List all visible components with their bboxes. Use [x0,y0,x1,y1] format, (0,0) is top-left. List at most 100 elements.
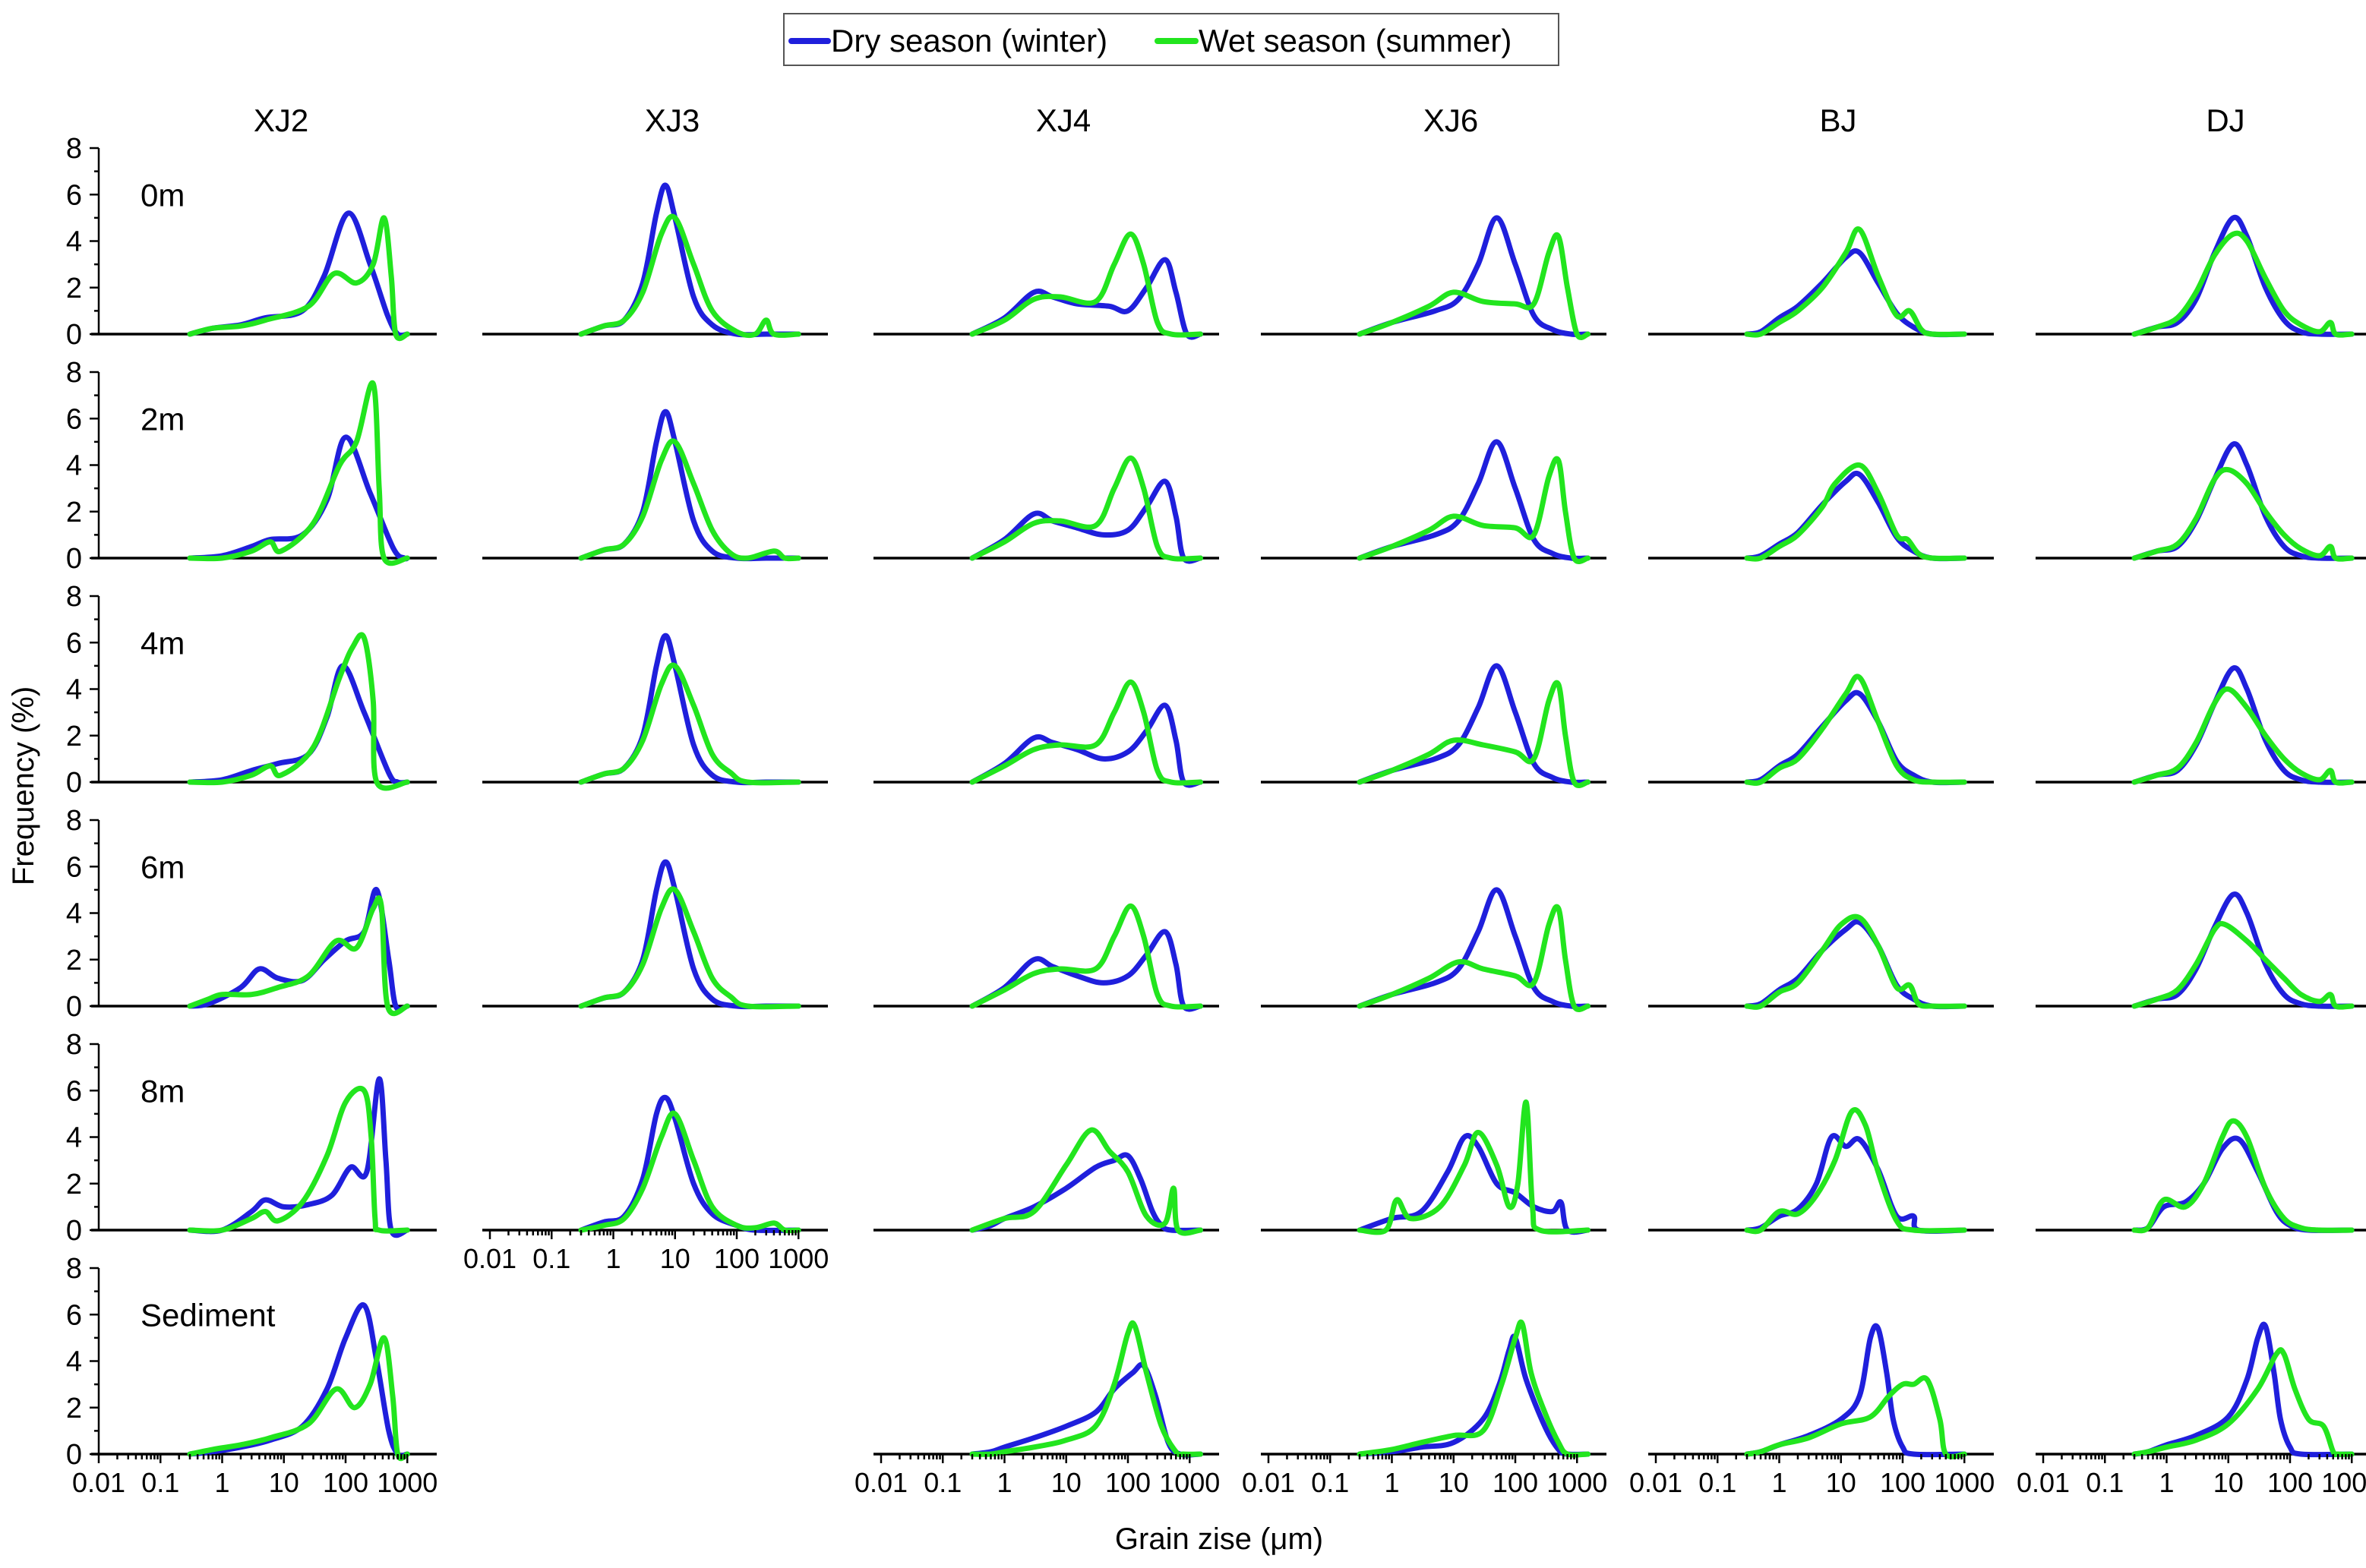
panel [873,679,1219,788]
panel [1261,439,1606,564]
dry-season-line [969,478,1203,564]
panel [1648,1107,1994,1235]
y-tick-label: 8 [66,1253,82,1285]
x-tick-label: 0.01 [72,1467,125,1498]
y-axis: 0 2 4 6 8 8m [66,1029,185,1247]
column-title: DJ [2206,103,2244,138]
x-tick-label: 1000 [768,1243,829,1274]
wet-season-line [2131,230,2355,338]
panel [1648,913,1994,1010]
y-tick-label: 8 [66,581,82,613]
panel [91,632,437,791]
panel [91,380,437,566]
legend-dry-label: Dry season (winter) [831,23,1107,58]
panel [1261,663,1606,788]
y-axis: 0 2 4 6 8 2m [66,357,185,575]
y-tick-label: 2 [66,1169,82,1200]
x-axis-title: Grain zise (μm) [1115,1522,1323,1556]
column-titles: XJ2 XJ3 XJ4 XJ6 BJ DJ [254,103,2245,138]
panel [1261,1099,1606,1235]
panel [2036,214,2366,338]
wet-season-line [1357,456,1590,564]
wet-season-line [1744,226,1967,338]
row-label: 8m [141,1074,185,1109]
y-tick-label: 6 [66,403,82,435]
x-tick-label: 0.01 [2017,1467,2070,1498]
x-axis: 0.01 0.1 1 10 100 1000 [1242,1454,1607,1498]
y-tick-label: 6 [66,851,82,883]
panel [2036,891,2366,1010]
dry-season-line [578,1094,801,1233]
x-tick-label: 100 [323,1467,368,1498]
dry-season-line [2131,441,2355,561]
wet-season-line [2131,1347,2355,1458]
wet-season-line [2131,686,2355,786]
column-title: BJ [1819,103,1856,138]
row-label: Sediment [141,1298,276,1333]
x-tick-label: 100 [714,1243,760,1274]
y-tick-label: 4 [66,674,82,706]
y-axis: 0 2 4 6 8 4m [66,581,185,799]
legend-wet-label: Wet season (summer) [1199,23,1512,58]
wet-season-line [187,1085,410,1234]
legend: Dry season (winter) Wet season (summer) [783,13,1559,66]
y-tick-label: 0 [66,319,82,351]
wet-season-line [1744,1375,1967,1459]
panel [91,210,437,342]
y-tick-label: 4 [66,226,82,258]
x-tick-label: 0.01 [1242,1467,1295,1498]
x-tick-label: 1 [1384,1467,1399,1498]
wet-season-line [1744,913,1967,1010]
dry-season-line [578,859,801,1010]
x-tick-label: 10 [1826,1467,1856,1498]
panel [1648,674,1994,786]
y-tick-label: 8 [66,1029,82,1061]
x-tick-label: 1000 [1546,1467,1607,1498]
dry-season-line [2131,1321,2355,1458]
row-label: 4m [141,626,185,661]
wet-season-line [969,231,1203,338]
y-tick-label: 6 [66,1299,82,1331]
wet-season-line [969,903,1203,1010]
dry-season-line [969,257,1203,340]
dry-season-line [1744,1133,1967,1234]
x-tick-label: 10 [2213,1467,2244,1498]
column-title: XJ6 [1423,103,1478,138]
dry-season-line [2131,1135,2355,1233]
x-tick-label: 1000 [377,1467,438,1498]
wet-season-line [578,1110,801,1234]
row-label: 2m [141,402,185,437]
y-tick-label: 8 [66,357,82,389]
panel [91,1076,437,1238]
dry-season-line [187,887,410,1012]
x-tick-label: 1000 [1159,1467,1220,1498]
wet-season-line [1357,680,1590,788]
wet-season-line [578,886,801,1010]
x-tick-label: 0.01 [1629,1467,1682,1498]
wet-season-line [578,213,801,339]
x-axis: 0.01 0.1 1 10 100 1000 [2017,1454,2366,1498]
dry-season-line [969,929,1203,1012]
wet-season-line [1357,904,1590,1012]
panel [91,1302,437,1462]
y-tick-label: 8 [66,133,82,165]
x-tick-label: 0.1 [1698,1467,1736,1498]
panel [2036,1321,2366,1458]
panel [482,1094,828,1234]
y-tick-label: 2 [66,273,82,304]
x-tick-label: 1 [605,1243,621,1274]
dry-season-line [578,633,801,786]
x-tick-label: 10 [1439,1467,1469,1498]
wet-season-line [969,455,1203,562]
x-tick-label: 100 [1105,1467,1151,1498]
y-tick-label: 4 [66,450,82,482]
wet-season-line [1744,674,1967,786]
panel [1261,215,1606,340]
panel [1648,462,1994,562]
y-tick-label: 6 [66,627,82,659]
y-tick-label: 4 [66,1122,82,1154]
x-tick-label: 0.01 [854,1467,908,1498]
y-tick-label: 4 [66,1346,82,1378]
panel [1261,887,1606,1012]
wet-season-line [187,380,410,566]
